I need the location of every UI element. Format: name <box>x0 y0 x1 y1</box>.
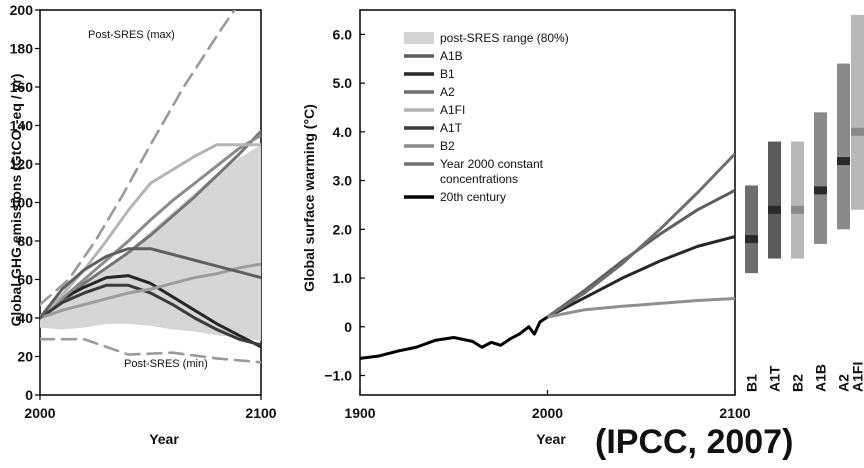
range-bar-A1FI <box>851 14 864 210</box>
range-label-A1B: A1B <box>813 364 829 392</box>
warming-series-1 <box>546 235 735 319</box>
warming-ylabel: Global surface warming (°C) <box>301 104 317 292</box>
range-label-A2: A2 <box>836 374 852 392</box>
range-best-A2 <box>837 157 850 166</box>
range-bar-A1T <box>768 141 781 259</box>
warming-ytick-label: 1.0 <box>333 270 353 286</box>
range-bar-A1B <box>814 112 827 244</box>
ipcc-credit: (IPCC, 2007) <box>595 423 793 461</box>
legend-label: A1T <box>440 121 463 135</box>
emissions-series-6 <box>40 283 261 347</box>
legend-label: B2 <box>440 139 455 153</box>
legend-label: Year 2000 constant <box>440 157 544 171</box>
legend-label: A1B <box>440 49 463 63</box>
warming-xlabel: Year <box>536 431 566 447</box>
emissions-chart: 0 20 40 60 80 100 120 140 160 180 200 2000 2100 Glob… <box>8 2 277 447</box>
post-sres-max-label: Post-SRES (max) <box>88 29 175 41</box>
range-best-B1 <box>745 235 758 244</box>
emissions-ytick-label: 40 <box>17 310 33 326</box>
emissions-ytick-label: 80 <box>17 233 33 249</box>
emissions-ytick-label: 140 <box>10 118 34 134</box>
warming-series-3 <box>547 297 735 319</box>
emissions-series-8 <box>40 247 261 320</box>
warming-ytick-label: 2.0 <box>333 221 353 237</box>
emissions-series-4 <box>40 133 261 320</box>
warming-xtick-label: 2100 <box>719 405 750 421</box>
emissions-ytick-label: 60 <box>17 272 33 288</box>
emissions-series-7 <box>40 262 261 320</box>
emissions-ytick-label: 180 <box>10 41 34 57</box>
range-bar-B2 <box>791 141 804 259</box>
range-label-A1T: A1T <box>767 365 783 392</box>
legend-label: 20th century <box>440 190 506 204</box>
emissions-ytick-label: 100 <box>10 195 34 211</box>
emissions-ytick-label: 200 <box>10 2 34 18</box>
range-bar-A2 <box>837 63 850 230</box>
range-bar-B1 <box>745 185 758 274</box>
warming-series-2 <box>546 152 735 319</box>
emissions-ytick-label: 160 <box>10 79 34 95</box>
warming-plot-area <box>359 9 736 396</box>
warming-xtick-label: 2000 <box>532 405 563 421</box>
emissions-ytick-label: 20 <box>17 349 33 365</box>
legend-label: post-SRES range (80%) <box>440 31 569 45</box>
warming-chart: −1.0 0 1.0 2.0 3.0 4.0 5.0 6.0 1900 2000 2100 post… <box>301 9 751 447</box>
range-label-B2: B2 <box>790 374 806 392</box>
post-sres-min-label: Post-SRES (min) <box>124 358 208 370</box>
emissions-xtick-label: 2100 <box>245 405 276 421</box>
range-best-A1T <box>768 205 781 214</box>
emissions-xlabel: Year <box>149 431 179 447</box>
emissions-xtick-label: 2000 <box>24 405 55 421</box>
emissions-ylabel: Global GHG emissions (GtCO2-eq / yr) <box>8 74 28 327</box>
emissions-series-1 <box>40 337 261 364</box>
legend-label: concentrations <box>440 172 518 186</box>
emissions-series-0 <box>40 10 237 306</box>
emissions-ytick-label: 0 <box>25 387 33 403</box>
warming-ytick-label: 5.0 <box>333 75 353 91</box>
legend-patch <box>404 32 434 44</box>
warming-ytick-label: 0 <box>344 319 352 335</box>
warming-ytick-label: −1.0 <box>324 368 352 384</box>
warming-ytick-label: 3.0 <box>333 173 353 189</box>
post-sres-band <box>40 144 261 342</box>
warming-ytick-label: 4.0 <box>333 124 353 140</box>
emissions-series-3 <box>40 274 261 349</box>
range-best-B2 <box>791 205 804 214</box>
range-label-B1: B1 <box>744 374 760 392</box>
legend-label: A1FI <box>440 103 465 117</box>
emissions-ytick-label: 120 <box>10 156 34 172</box>
range-label-A1FI: A1FI <box>850 362 864 392</box>
legend-label: B1 <box>440 67 455 81</box>
range-best-A1FI <box>851 127 864 136</box>
legend-label: A2 <box>440 85 455 99</box>
warming-xtick-label: 1900 <box>344 405 375 421</box>
warming-series-4 <box>360 315 549 360</box>
range-best-A1B <box>814 186 827 195</box>
warming-ytick-label: 6.0 <box>333 26 353 42</box>
